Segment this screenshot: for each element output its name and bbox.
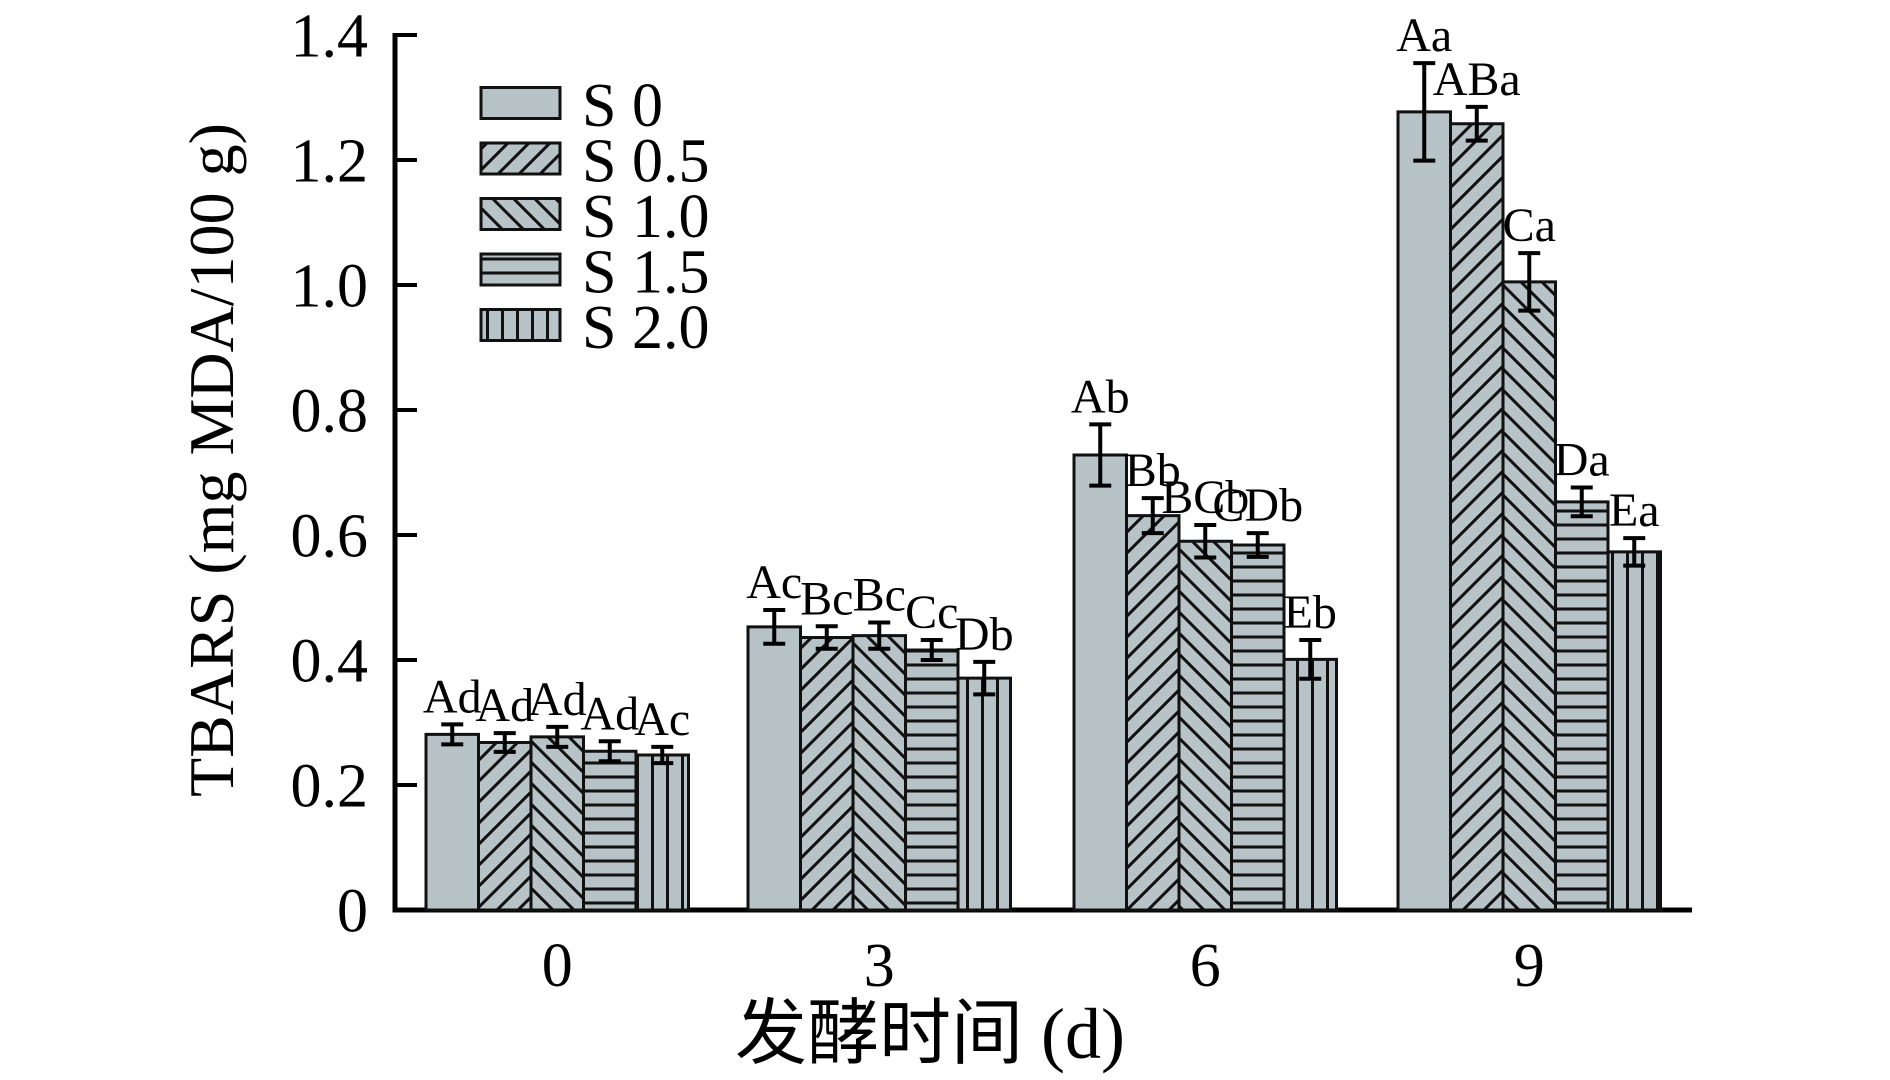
- bar-S2.0-day9: [1606, 550, 1662, 912]
- error-bar-S2.0-day3: [973, 659, 996, 697]
- y-tick-label: 1.4: [291, 3, 369, 71]
- legend-item-S0.5: S 0.5: [479, 127, 709, 195]
- legend-swatch-none: [479, 86, 562, 120]
- y-tick-label: 0.8: [291, 378, 369, 446]
- x-tick-label: 3: [864, 932, 895, 1000]
- sig-label-S0-day0: Ad: [423, 670, 482, 723]
- sig-label-S0-day3: Ac: [746, 556, 802, 609]
- error-bar-S0-day6: [1089, 422, 1112, 488]
- bar-S0.5-day3: [799, 636, 855, 912]
- sig-label-S0.5-day9: ABa: [1433, 53, 1521, 106]
- axes-layer: 0 0.2 0.4 0.6 0.8 1.0 1.2 1.4 0 3 6 9: [291, 3, 1692, 1000]
- bars-layer: [424, 110, 1662, 912]
- error-bar-S1.5-day3: [920, 638, 943, 662]
- bar-S1.5-day9: [1554, 500, 1610, 912]
- x-tick-label: 9: [1514, 932, 1545, 1000]
- error-bar-S1.0-day0: [546, 724, 569, 749]
- bar-S1.0-day6: [1177, 539, 1233, 912]
- sig-label-S1.0-day3: Bc: [853, 569, 906, 622]
- error-bar-S0.5-day9: [1465, 104, 1488, 143]
- error-bar-S2.0-day9: [1623, 536, 1646, 568]
- sig-label-S0.5-day3: Bc: [800, 572, 853, 625]
- error-bar-S1.5-day6: [1246, 531, 1269, 559]
- legend: S 0S 0.5S 1.0S 1.5S 2.0: [479, 72, 709, 362]
- y-tick-label: 0.6: [291, 503, 369, 571]
- legend-label: S 0: [582, 72, 663, 140]
- error-bar-S0-day9: [1413, 61, 1436, 163]
- y-axis-title: TBARS (mg MDA/100 g): [176, 123, 247, 797]
- sig-label-S2.0-day3: Db: [955, 608, 1014, 661]
- y-tick-label: 0.2: [291, 753, 369, 821]
- bar-S2.0-day0: [634, 753, 690, 912]
- x-tick-label: 0: [542, 932, 573, 1000]
- bar-S0-day0: [424, 732, 480, 912]
- legend-item-S0: S 0: [479, 72, 663, 140]
- bar-S0-day3: [746, 625, 802, 912]
- bar-S2.0-day6: [1282, 657, 1338, 912]
- legend-swatch-diagonal-forward: [479, 141, 562, 176]
- bar-S0.5-day9: [1449, 122, 1505, 912]
- error-bar-S0.5-day3: [815, 624, 838, 651]
- error-bar-S0.5-day0: [493, 731, 516, 754]
- y-tick-label: 1.0: [291, 253, 369, 321]
- legend-item-S1.5: S 1.5: [479, 238, 709, 306]
- bar-S2.0-day3: [956, 676, 1012, 912]
- sig-label-S0-day6: Ab: [1071, 370, 1130, 423]
- bar-S0-day6: [1072, 453, 1128, 912]
- bar-S0.5-day6: [1125, 514, 1181, 912]
- sig-label-S2.0-day6: Eb: [1284, 586, 1337, 639]
- sig-label-S1.0-day6: BCb: [1161, 471, 1249, 524]
- x-axis-title: 发酵时间 (d): [735, 994, 1125, 1074]
- legend-label: S 1.0: [582, 183, 709, 251]
- y-tick-label: 0: [337, 878, 368, 946]
- bar-S1.0-day0: [529, 735, 585, 912]
- error-bar-S0.5-day6: [1141, 496, 1164, 536]
- error-bar-S2.0-day6: [1299, 638, 1322, 681]
- bar-S1.0-day3: [851, 634, 907, 912]
- y-tick-label: 0.4: [291, 628, 369, 696]
- x-tick-label: 6: [1190, 932, 1221, 1000]
- legend-swatch-vertical: [479, 308, 562, 342]
- error-bar-S1.5-day0: [598, 739, 621, 764]
- legend-label: S 0.5: [582, 127, 709, 195]
- bar-S1.5-day0: [582, 749, 638, 912]
- legend-swatch-diagonal-back: [479, 197, 562, 231]
- bar-S1.5-day3: [904, 648, 960, 912]
- bar-S0-day9: [1396, 110, 1452, 912]
- y-tick-label: 1.2: [291, 128, 369, 196]
- legend-item-S1.0: S 1.0: [479, 183, 709, 251]
- legend-label: S 1.5: [582, 238, 709, 306]
- bar-S1.5-day6: [1230, 543, 1286, 912]
- sig-label-S0.5-day6: Bb: [1125, 444, 1181, 497]
- legend-item-S2.0: S 2.0: [479, 294, 709, 362]
- sig-label-S0.5-day0: Ad: [475, 679, 534, 732]
- error-bar-S2.0-day0: [651, 744, 674, 766]
- legend-label: S 2.0: [582, 294, 709, 362]
- sig-label-S1.5-day6: CDb: [1212, 479, 1303, 532]
- sig-label-S1.5-day9: Da: [1554, 434, 1610, 487]
- error-bar-S1.0-day3: [868, 620, 891, 651]
- sig-label-S1.0-day0: Ad: [528, 673, 587, 726]
- error-bar-S0-day3: [763, 608, 786, 646]
- error-bar-S1.5-day9: [1570, 485, 1593, 519]
- error-bar-S0-day0: [441, 722, 464, 747]
- bar-S1.0-day9: [1501, 280, 1557, 912]
- sig-label-S0-day9: Aa: [1396, 9, 1452, 62]
- error-bar-S1.0-day6: [1194, 523, 1217, 560]
- error-bars-layer: [441, 61, 1646, 766]
- sig-label-S1.0-day9: Ca: [1503, 199, 1556, 252]
- sig-label-S1.5-day0: Ad: [580, 687, 639, 740]
- sig-label-S1.5-day3: Cc: [905, 586, 958, 639]
- error-bar-S1.0-day9: [1518, 251, 1541, 313]
- bar-S0.5-day0: [477, 741, 533, 912]
- sig-label-S2.0-day0: Ac: [634, 693, 690, 746]
- legend-swatch-horizontal: [479, 252, 562, 287]
- sig-label-S2.0-day9: Ea: [1609, 484, 1660, 537]
